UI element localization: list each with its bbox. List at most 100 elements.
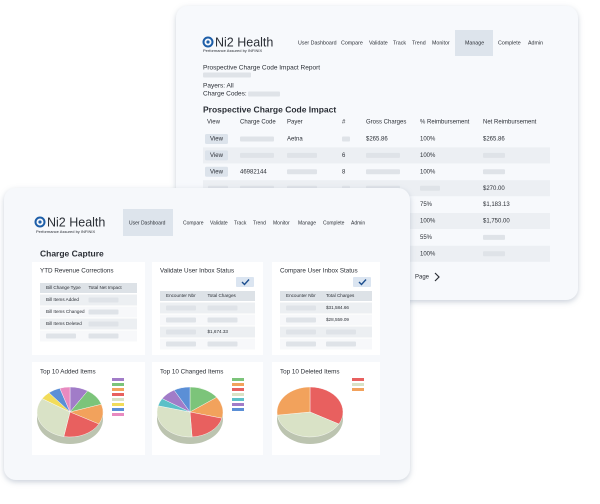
table-cell: Bill Items Changed xyxy=(46,309,85,314)
pie-slice xyxy=(277,411,340,438)
column-header: # xyxy=(342,120,346,126)
table-cell: $31,584.66 xyxy=(326,305,349,310)
pie-slice xyxy=(309,386,344,425)
nav-item[interactable]: Monitor xyxy=(273,220,290,226)
column-header: Total Net Impact xyxy=(89,285,123,290)
table-cell: $1,183.13 xyxy=(483,202,510,208)
redacted-bar xyxy=(166,341,196,347)
pie-slice xyxy=(189,411,223,438)
column-header: Total Charges xyxy=(326,293,355,298)
nav-item[interactable]: Admin xyxy=(528,40,543,46)
redacted-bar xyxy=(286,329,316,335)
redacted-bar xyxy=(166,329,196,335)
legend-swatch xyxy=(352,378,364,381)
confirm-button[interactable] xyxy=(236,277,254,287)
confirm-button[interactable] xyxy=(353,277,371,287)
legend-swatch xyxy=(232,403,244,406)
table-cell: $270.00 xyxy=(483,186,505,192)
next-page-icon[interactable] xyxy=(434,272,440,282)
pie-slice xyxy=(173,386,191,413)
redacted-bar xyxy=(286,305,316,311)
table-cell: $1,674.33 xyxy=(208,329,229,334)
table-cell: 6 xyxy=(342,153,346,159)
row-background xyxy=(280,314,372,326)
legend-swatch xyxy=(112,393,124,396)
nav-item[interactable]: Complete xyxy=(498,40,521,46)
logo-icon xyxy=(34,216,46,228)
legend-swatch xyxy=(352,388,364,391)
pie-slice xyxy=(63,411,100,438)
chart-title: Top 10 Deleted Items xyxy=(280,369,340,376)
legend-swatch xyxy=(232,388,244,391)
nav-item[interactable]: Complete xyxy=(323,220,345,226)
table-header-background xyxy=(160,291,255,301)
column-header: Charge Code xyxy=(240,120,276,126)
nav-item[interactable]: Monitor xyxy=(432,40,450,46)
column-header: Total Charges xyxy=(208,293,237,298)
redacted-bar xyxy=(166,317,196,323)
table-cell: 100% xyxy=(420,137,436,143)
logo-icon xyxy=(202,36,214,48)
redacted-bar xyxy=(326,329,356,335)
panel-title: YTD Revenue Corrections xyxy=(40,268,114,275)
panel-title: Validate User Inbox Status xyxy=(160,268,234,275)
nav-item[interactable]: Manage xyxy=(465,40,484,46)
table-cell: Bill Items Added xyxy=(46,297,79,302)
pie-slice xyxy=(59,386,71,413)
column-header: Payer xyxy=(287,120,303,126)
nav-item[interactable]: Validate xyxy=(210,220,228,226)
legend-swatch xyxy=(232,398,244,401)
column-header: Bill Change Type xyxy=(46,285,81,290)
table-cell: Aetna xyxy=(287,137,303,143)
legend-swatch xyxy=(112,398,124,401)
report-title: Prospective Charge Code Impact Report xyxy=(203,65,320,72)
redacted-bar xyxy=(287,169,317,175)
redacted-bar xyxy=(248,91,280,97)
view-button-label[interactable]: View xyxy=(210,169,224,175)
logo-name: Ni2 Health xyxy=(215,35,273,49)
charge-codes-filter: Charge Codes: xyxy=(203,91,247,98)
nav-item[interactable]: Track xyxy=(393,40,406,46)
section-title: Prospective Charge Code Impact xyxy=(203,104,336,114)
column-header: Encounter Nbr xyxy=(286,293,316,298)
nav-item[interactable]: Compare xyxy=(341,40,363,46)
view-button[interactable] xyxy=(205,166,228,177)
chart-title: Top 10 Changed Items xyxy=(160,369,223,376)
table-cell: 100% xyxy=(420,169,436,175)
table-cell: 75% xyxy=(420,202,433,208)
nav-item[interactable]: Trend xyxy=(412,40,426,46)
row-background xyxy=(160,326,255,338)
logo-tagline: Performance Assured by INFINIX xyxy=(203,48,262,53)
legend-swatch xyxy=(232,378,244,381)
redacted-bar xyxy=(483,169,505,175)
table-cell: 55% xyxy=(420,235,433,241)
table-cell: 100% xyxy=(420,251,436,257)
check-icon xyxy=(241,279,250,286)
redacted-bar xyxy=(207,317,238,323)
nav-item[interactable]: Trend xyxy=(253,220,266,226)
redacted-bar xyxy=(483,152,505,158)
logo-icon-dot xyxy=(38,220,42,224)
redacted-bar xyxy=(88,321,119,327)
view-button[interactable] xyxy=(205,150,228,161)
redacted-bar xyxy=(207,305,238,311)
pie-slice xyxy=(276,386,311,416)
nav-item[interactable]: Admin xyxy=(351,220,365,226)
nav-item[interactable]: User Dashboard xyxy=(298,40,337,46)
nav-item[interactable]: Validate xyxy=(369,40,388,46)
nav-item[interactable]: Manage xyxy=(298,220,316,226)
column-header: Gross Charges xyxy=(366,120,406,126)
legend-swatch xyxy=(112,408,124,411)
column-header: Encounter Nbr xyxy=(166,293,196,298)
column-header: View xyxy=(207,120,221,126)
view-button-label[interactable]: View xyxy=(210,137,224,143)
nav-item[interactable]: Track xyxy=(234,220,247,226)
legend-swatch xyxy=(232,383,244,386)
pie-slice xyxy=(156,405,193,438)
view-button-label[interactable]: View xyxy=(210,153,224,159)
nav-item[interactable]: User Dashboard xyxy=(129,220,166,226)
redacted-bar xyxy=(366,152,400,158)
nav-item[interactable]: Compare xyxy=(183,220,204,226)
view-button[interactable] xyxy=(205,134,228,144)
redacted-bar xyxy=(240,136,274,142)
